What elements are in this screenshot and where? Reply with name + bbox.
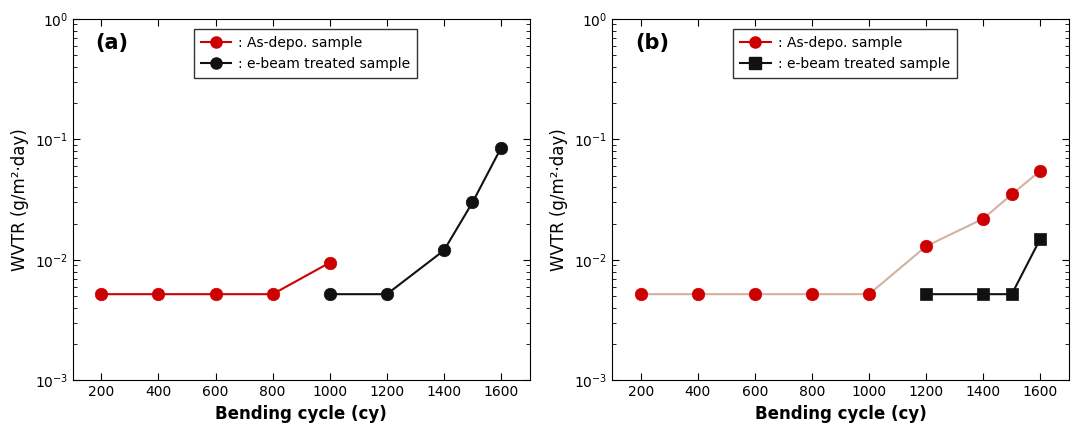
X-axis label: Bending cycle (cy): Bending cycle (cy) (215, 405, 387, 423)
Legend: : As-depo. sample, : e-beam treated sample: : As-depo. sample, : e-beam treated samp… (194, 30, 418, 78)
Y-axis label: WVTR (g/m²·day): WVTR (g/m²·day) (11, 128, 29, 271)
Legend: : As-depo. sample, : e-beam treated sample: : As-depo. sample, : e-beam treated samp… (733, 30, 957, 78)
Text: (b): (b) (635, 33, 669, 53)
X-axis label: Bending cycle (cy): Bending cycle (cy) (755, 405, 927, 423)
Y-axis label: WVTR (g/m²·day): WVTR (g/m²·day) (551, 128, 568, 271)
Text: (a): (a) (96, 33, 129, 53)
